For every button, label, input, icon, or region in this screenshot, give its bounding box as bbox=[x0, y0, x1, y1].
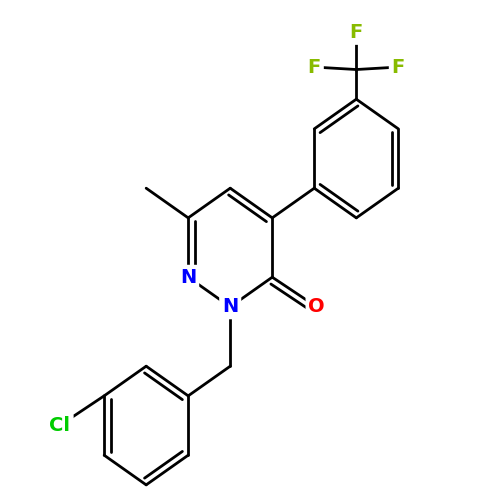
Text: F: F bbox=[392, 58, 405, 76]
Text: O: O bbox=[308, 298, 325, 316]
Text: F: F bbox=[308, 58, 321, 76]
Text: O: O bbox=[308, 298, 325, 316]
Text: Cl: Cl bbox=[49, 416, 70, 435]
Text: Cl: Cl bbox=[49, 416, 70, 435]
Text: N: N bbox=[222, 298, 238, 316]
Text: N: N bbox=[222, 298, 238, 316]
Text: N: N bbox=[180, 268, 196, 286]
Text: F: F bbox=[392, 58, 405, 76]
Text: F: F bbox=[308, 58, 321, 76]
Text: N: N bbox=[180, 268, 196, 286]
Text: F: F bbox=[350, 23, 363, 42]
Text: F: F bbox=[350, 23, 363, 42]
